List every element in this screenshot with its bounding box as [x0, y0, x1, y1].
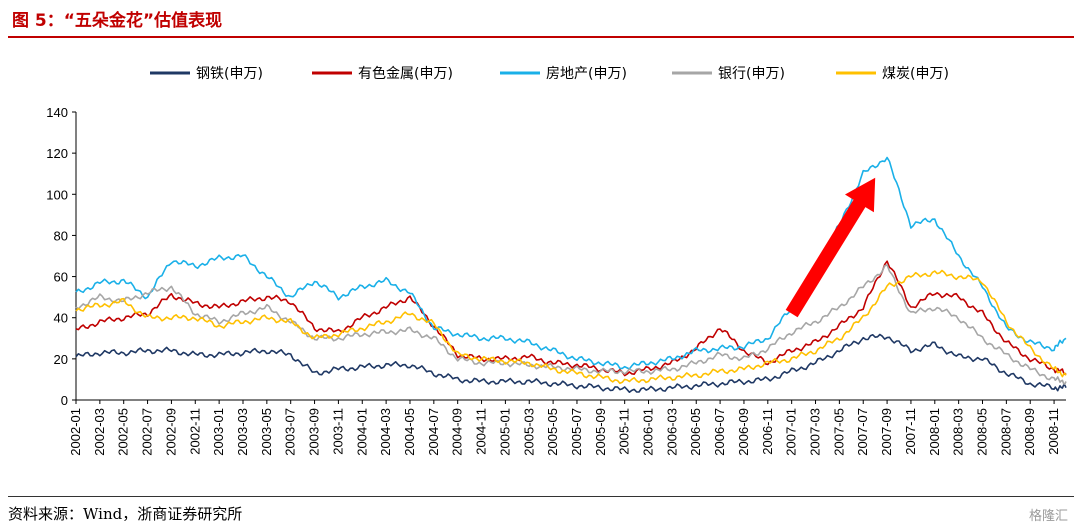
x-tick-label: 2007-01: [784, 408, 799, 456]
legend-label: 钢铁(申万): [196, 66, 263, 82]
series-line: [75, 156, 1067, 370]
legend-label: 银行(申万): [718, 66, 785, 82]
x-tick-label: 2004-05: [402, 408, 417, 456]
x-tick-label: 2002-07: [140, 408, 155, 456]
y-tick-label: 40: [54, 311, 68, 326]
x-tick-label: 2007-09: [879, 408, 894, 456]
x-tick-label: 2008-07: [998, 408, 1013, 456]
legend-label: 煤炭(申万): [882, 66, 949, 82]
x-tick-label: 2002-11: [187, 408, 202, 455]
chart-axes: 0 20 40 60 80 100 120 140 2002-01 2002-03 2002-05 2…: [46, 105, 1066, 456]
x-tick-label: 2003-09: [307, 408, 322, 456]
x-tick-label: 2003-11: [330, 408, 345, 455]
y-tick-label: 140: [46, 105, 68, 120]
x-tick-label: 2007-11: [903, 408, 918, 455]
x-tick-label: 2002-03: [92, 408, 107, 456]
y-tick-label: 120: [46, 146, 68, 161]
x-tick-label: 2005-09: [593, 408, 608, 456]
x-tick-label: 2006-07: [712, 408, 727, 456]
x-tick-label: 2006-03: [664, 408, 679, 456]
x-tick-label: 2007-05: [831, 408, 846, 456]
x-tick-label: 2005-05: [545, 408, 560, 456]
series-line: [75, 264, 1067, 385]
x-tick-label: 2008-09: [1022, 408, 1037, 456]
legend-label: 房地产(申万): [546, 66, 627, 82]
x-tick-label: 2006-11: [760, 408, 775, 455]
x-tick-label: 2002-09: [163, 408, 178, 456]
chart-annotations: [785, 177, 876, 318]
x-tick-label: 2008-03: [951, 408, 966, 456]
x-tick-label: 2005-03: [521, 408, 536, 456]
x-tick-label: 2005-01: [497, 408, 512, 456]
series-line: [75, 269, 1067, 385]
trend-arrow: [785, 177, 876, 318]
chart-legend: 钢铁(申万) 有色金属(申万) 房地产(申万) 银行(申万) 煤炭(申万): [150, 65, 949, 82]
x-tick-label: 2003-03: [235, 408, 250, 456]
x-tick-label: 2005-11: [617, 408, 632, 455]
x-tick-label: 2002-01: [68, 408, 83, 456]
y-tick-label: 60: [54, 270, 68, 285]
y-tick-label: 100: [46, 187, 68, 202]
source-note: 资料来源：Wind，浙商证券研究所: [8, 505, 243, 523]
x-tick-label: 2004-01: [354, 408, 369, 456]
figure-title: 图 5：“五朵金花”估值表现: [12, 11, 223, 31]
x-tick-label: 2003-05: [259, 408, 274, 456]
legend-label: 有色金属(申万): [358, 65, 453, 82]
x-tick-label: 2008-11: [1046, 408, 1061, 455]
x-tick-label: 2006-09: [736, 408, 751, 456]
x-tick-label: 2008-01: [927, 408, 942, 456]
x-tick-label: 2007-03: [808, 408, 823, 456]
x-tick-label: 2003-07: [283, 408, 298, 456]
footer-rule: [8, 496, 1074, 497]
series-line: [75, 333, 1067, 394]
x-tick-label: 2008-05: [975, 408, 990, 456]
x-tick-label: 2004-07: [426, 408, 441, 456]
x-tick-label: 2004-11: [474, 408, 489, 455]
x-tick-label: 2004-09: [450, 408, 465, 456]
x-tick-label: 2005-07: [569, 408, 584, 456]
x-tick-label: 2007-07: [855, 408, 870, 456]
title-rule: [8, 36, 1074, 38]
series-line: [75, 260, 1067, 377]
y-tick-label: 0: [61, 393, 68, 408]
y-tick-label: 20: [54, 352, 68, 367]
x-tick-label: 2006-01: [641, 408, 656, 456]
x-tick-label: 2006-05: [688, 408, 703, 456]
x-tick-label: 2002-05: [116, 408, 131, 456]
watermark-logo: 格隆汇: [1028, 509, 1068, 524]
valuation-line-chart: 钢铁(申万) 有色金属(申万) 房地产(申万) 银行(申万) 煤炭(申万) 0 20 40 6…: [46, 65, 1067, 456]
x-tick-label: 2004-03: [378, 408, 393, 456]
chart-series-lines: [75, 156, 1067, 394]
y-tick-label: 80: [54, 228, 68, 243]
x-tick-label: 2003-01: [211, 408, 226, 456]
